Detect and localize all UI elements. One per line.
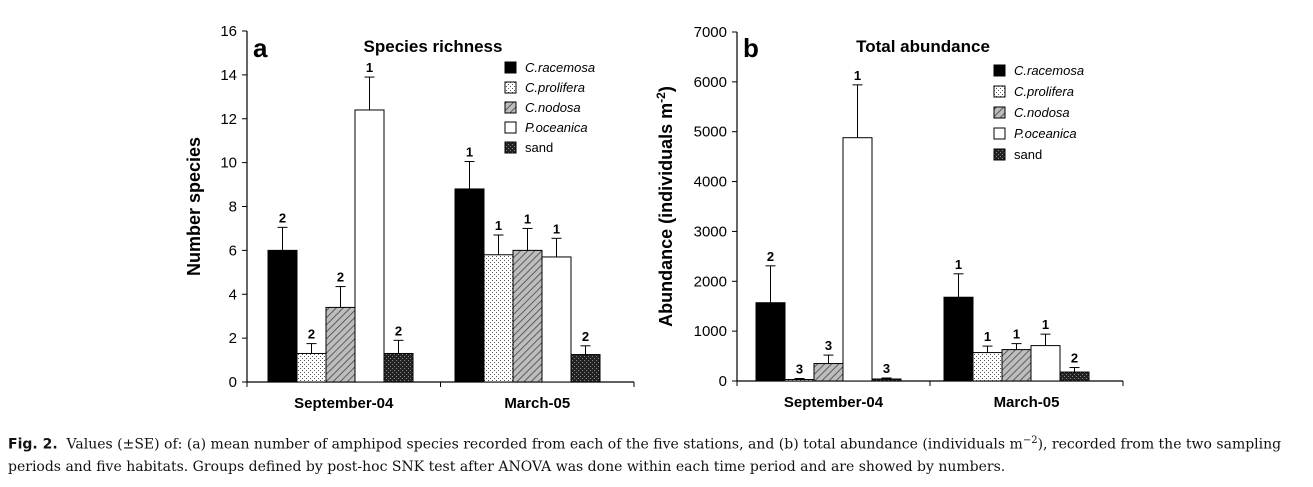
bar (325, 306, 356, 383)
bar (267, 249, 298, 383)
bar (570, 354, 601, 383)
legend-entry: C.racemosa (525, 60, 595, 75)
legend-entry: sand (1014, 147, 1042, 162)
y-tick-label: 1000 (694, 323, 727, 340)
y-tick-label: 0 (719, 373, 727, 390)
bar (383, 352, 414, 383)
group-label: 2 (308, 327, 315, 342)
figure-caption: Fig. 2. Values (±SE) of: (a) mean number… (8, 430, 1308, 478)
x-category-label: September-04 (294, 395, 394, 412)
group-label: 1 (495, 218, 502, 233)
chart-title: Species richness (364, 37, 503, 56)
y-tick-label: 0 (229, 374, 237, 391)
legend-swatch (993, 127, 1006, 140)
bar (1059, 371, 1090, 382)
y-tick-label: 16 (220, 23, 237, 40)
x-category-label: September-04 (784, 394, 884, 411)
group-label: 1 (955, 257, 962, 272)
legend-entry: C.nodosa (1014, 105, 1070, 120)
x-category-label: March-05 (994, 394, 1060, 411)
group-label: 1 (366, 60, 373, 75)
legend-swatch (504, 101, 517, 114)
legend-swatch (993, 64, 1006, 77)
legend-swatch (504, 61, 517, 74)
bar (296, 352, 327, 383)
y-tick-label: 10 (220, 155, 237, 172)
bar (512, 249, 543, 383)
caption-superscript: −2 (1022, 435, 1038, 446)
bar (1030, 345, 1061, 382)
y-tick-label: 6 (229, 242, 237, 259)
y-tick-label: 12 (220, 111, 237, 128)
y-tick-label: 4000 (694, 174, 727, 191)
y-tick-label: 2000 (694, 273, 727, 290)
group-label: 1 (1042, 317, 1049, 332)
legend-entry: C.nodosa (525, 100, 581, 115)
group-label: 2 (582, 329, 589, 344)
y-tick-label: 6000 (694, 74, 727, 91)
y-tick-label: 8 (229, 199, 237, 216)
group-label: 1 (854, 68, 861, 83)
legend-swatch (993, 148, 1006, 161)
caption-label: Fig. 2. (8, 436, 58, 453)
bar (943, 296, 974, 382)
legend-swatch (504, 81, 517, 94)
group-label: 2 (279, 210, 286, 225)
y-tick-label: 5000 (694, 124, 727, 141)
panel-letter: a (253, 33, 268, 63)
group-label: 1 (553, 221, 560, 236)
bar (972, 352, 1003, 382)
group-label: 1 (984, 329, 991, 344)
legend-swatch (993, 85, 1006, 98)
group-label: 1 (524, 211, 531, 226)
bar (755, 302, 786, 382)
panel-b-chart: 0 1000 2000 3000 4000 5000 6000 7000 Abundance (… (654, 24, 1124, 411)
chart-title: Total abundance (856, 37, 990, 56)
group-label: 3 (796, 362, 803, 377)
legend-swatch (504, 141, 517, 154)
legend-entry: P.oceanica (525, 120, 588, 135)
group-label: 2 (767, 249, 774, 264)
bar (871, 378, 902, 382)
panel-letter: b (743, 33, 759, 63)
x-category-label: March-05 (504, 395, 570, 412)
bar (1001, 349, 1032, 382)
y-tick-label: 4 (229, 286, 237, 303)
group-label: 1 (1013, 327, 1020, 342)
legend-entry: sand (525, 140, 553, 155)
y-axis-label: Abundance (individuals m-2) (654, 86, 676, 327)
bar (541, 256, 572, 383)
caption-text-1: Values (±SE) of: (a) mean number of amph… (66, 436, 1023, 453)
group-label: 2 (1071, 351, 1078, 366)
bar (813, 363, 844, 382)
legend-swatch (993, 106, 1006, 119)
y-tick-label: 3000 (694, 223, 727, 240)
legend-entry: C.racemosa (1014, 63, 1084, 78)
legend-entry: P.oceanica (1014, 126, 1077, 141)
caption-text-2: ), recorded from the two sampling period… (8, 436, 1282, 475)
y-tick-label: 7000 (694, 24, 727, 41)
bar (842, 137, 873, 382)
group-label: 1 (466, 145, 473, 160)
group-label: 2 (395, 323, 402, 338)
bar (454, 188, 485, 383)
bar (354, 109, 385, 383)
y-tick-label: 14 (220, 67, 237, 84)
y-axis-label: Number species (184, 137, 204, 276)
group-label: 3 (883, 361, 890, 376)
y-tick-label: 2 (229, 330, 237, 347)
group-label: 3 (825, 338, 832, 353)
legend-entry: C.prolifera (525, 80, 585, 95)
legend-swatch (504, 121, 517, 134)
bar (784, 379, 815, 382)
bar (483, 254, 514, 383)
legend-entry: C.prolifera (1014, 84, 1074, 99)
group-label: 2 (337, 270, 344, 285)
